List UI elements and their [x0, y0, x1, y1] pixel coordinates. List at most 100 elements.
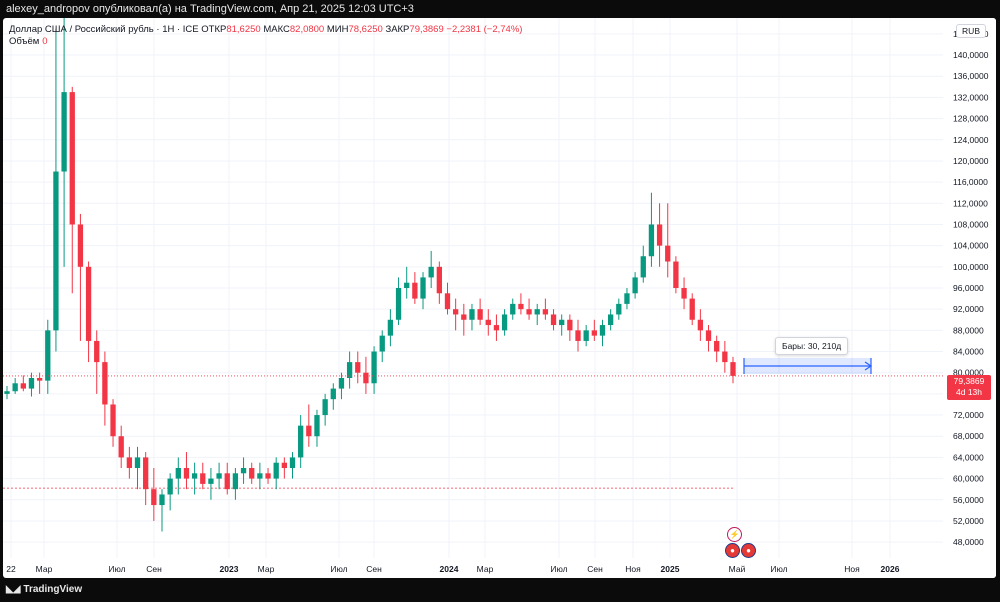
price-tick-label: 84,0000: [953, 347, 984, 357]
candle-body: [265, 473, 271, 479]
time-tick-label: Сен: [146, 564, 162, 574]
candle-body: [428, 266, 434, 278]
price-tick-label: 68,0000: [953, 431, 984, 441]
candle-body: [477, 309, 483, 320]
price-chart[interactable]: 144,0000140,0000136,0000132,0000128,0000…: [3, 18, 996, 578]
us-flag-event-icon-2[interactable]: ●: [741, 543, 756, 558]
candle-body: [591, 330, 597, 336]
candle-body: [371, 351, 377, 384]
candle-body: [110, 404, 116, 437]
candle-body: [45, 330, 51, 381]
candle-body: [281, 462, 287, 468]
candle-body: [273, 462, 279, 479]
low-value: 78,6250: [348, 24, 383, 35]
publish-header: alexey_andropov опубликовал(а) на Tradin…: [0, 0, 1000, 18]
candle-body: [191, 473, 198, 479]
candle-body: [314, 415, 320, 437]
ruler-tooltip: Бары: 30, 210д: [775, 337, 849, 355]
candle-body: [599, 325, 606, 336]
candle-body: [346, 362, 353, 378]
time-tick-label: Июл: [550, 564, 567, 574]
time-tick-label: Мар: [477, 564, 494, 574]
candle-body: [624, 293, 630, 304]
candle-body: [705, 330, 712, 341]
brand-name: TradingView: [23, 584, 83, 595]
candle-body: [216, 473, 222, 479]
time-tick-label: 22: [6, 564, 16, 574]
bar-countdown: 4d 13h: [956, 387, 982, 397]
candle-body: [550, 314, 557, 326]
price-tick-label: 124,0000: [953, 135, 989, 145]
time-tick-label: 2024: [440, 564, 459, 574]
candle-body: [395, 288, 402, 320]
candle-body: [404, 282, 410, 288]
time-tick-label: Мар: [36, 564, 53, 574]
price-tick-label: 52,0000: [953, 516, 984, 526]
price-tick-label: 92,0000: [953, 304, 984, 314]
tradingview-logo[interactable]: ◣◢ TradingView: [6, 578, 82, 602]
candle-body: [436, 266, 442, 294]
candle-body: [583, 330, 589, 341]
candle-body: [697, 319, 704, 331]
last-price-tag: 79,3869 4d 13h: [947, 375, 991, 400]
candle-body: [461, 314, 467, 320]
candle-body: [4, 391, 10, 394]
time-tick-label: 2026: [881, 564, 900, 574]
price-tick-label: 100,0000: [953, 262, 989, 272]
candle-body: [240, 468, 247, 474]
candle-body: [151, 489, 157, 506]
time-tick-label: Мар: [258, 564, 275, 574]
change-value: −2,2381 (−2,74%): [446, 24, 523, 35]
candle-body: [714, 340, 720, 352]
candle-body: [12, 383, 18, 392]
price-tick-label: 112,0000: [953, 198, 988, 208]
candle-body: [200, 473, 206, 484]
candle-body: [575, 330, 581, 341]
ruler-arrow-head: [864, 361, 873, 371]
candle-body: [379, 335, 385, 352]
us-flag-event-icon[interactable]: ●: [725, 543, 740, 558]
time-tick-label: Июл: [108, 564, 125, 574]
candle-body: [420, 277, 426, 299]
candle-body: [126, 457, 133, 468]
candle-body: [665, 245, 671, 262]
time-tick-label: Июл: [770, 564, 787, 574]
price-axis-bg: [943, 18, 996, 578]
time-tick-label: Июл: [330, 564, 347, 574]
candle-body: [102, 362, 108, 405]
price-tick-label: 72,0000: [953, 410, 984, 420]
candle-body: [143, 457, 149, 490]
price-tick-label: 120,0000: [953, 156, 989, 166]
candle-body: [20, 383, 26, 389]
candle-body: [469, 309, 475, 320]
currency-badge[interactable]: RUB: [956, 24, 986, 38]
last-price: 79,3869: [953, 376, 985, 386]
close-value: 79,3869: [409, 24, 444, 35]
high-value: 82,0800: [289, 24, 325, 35]
candle-body: [632, 277, 638, 294]
candle-body: [330, 388, 336, 400]
candle-body: [673, 261, 679, 288]
candle-body: [249, 468, 255, 479]
symbol-title[interactable]: Доллар США / Российский рубль · 1Н · ICE: [9, 24, 199, 35]
close-label: ЗАКР: [385, 24, 410, 35]
price-tick-label: 140,0000: [953, 50, 989, 60]
candle-body: [53, 171, 59, 331]
candle-body: [412, 282, 418, 299]
lightning-event-icon[interactable]: ⚡: [727, 527, 742, 542]
candle-body: [175, 468, 181, 479]
candle-body: [289, 457, 296, 468]
candle-body: [355, 362, 361, 373]
candle-body: [183, 468, 190, 479]
candle-body: [363, 372, 369, 384]
price-tick-label: 80,0000: [953, 368, 984, 378]
chart-frame[interactable]: 144,0000140,0000136,0000132,0000128,0000…: [3, 18, 996, 578]
candle-body: [224, 473, 230, 490]
candle-body: [722, 351, 728, 363]
candle-body: [338, 378, 345, 389]
publish-text: alexey_andropov опубликовал(а) на Tradin…: [6, 3, 414, 15]
candle-body: [298, 425, 304, 458]
candle-body: [648, 224, 655, 257]
candle-body: [542, 309, 549, 315]
candle-body: [94, 340, 100, 363]
